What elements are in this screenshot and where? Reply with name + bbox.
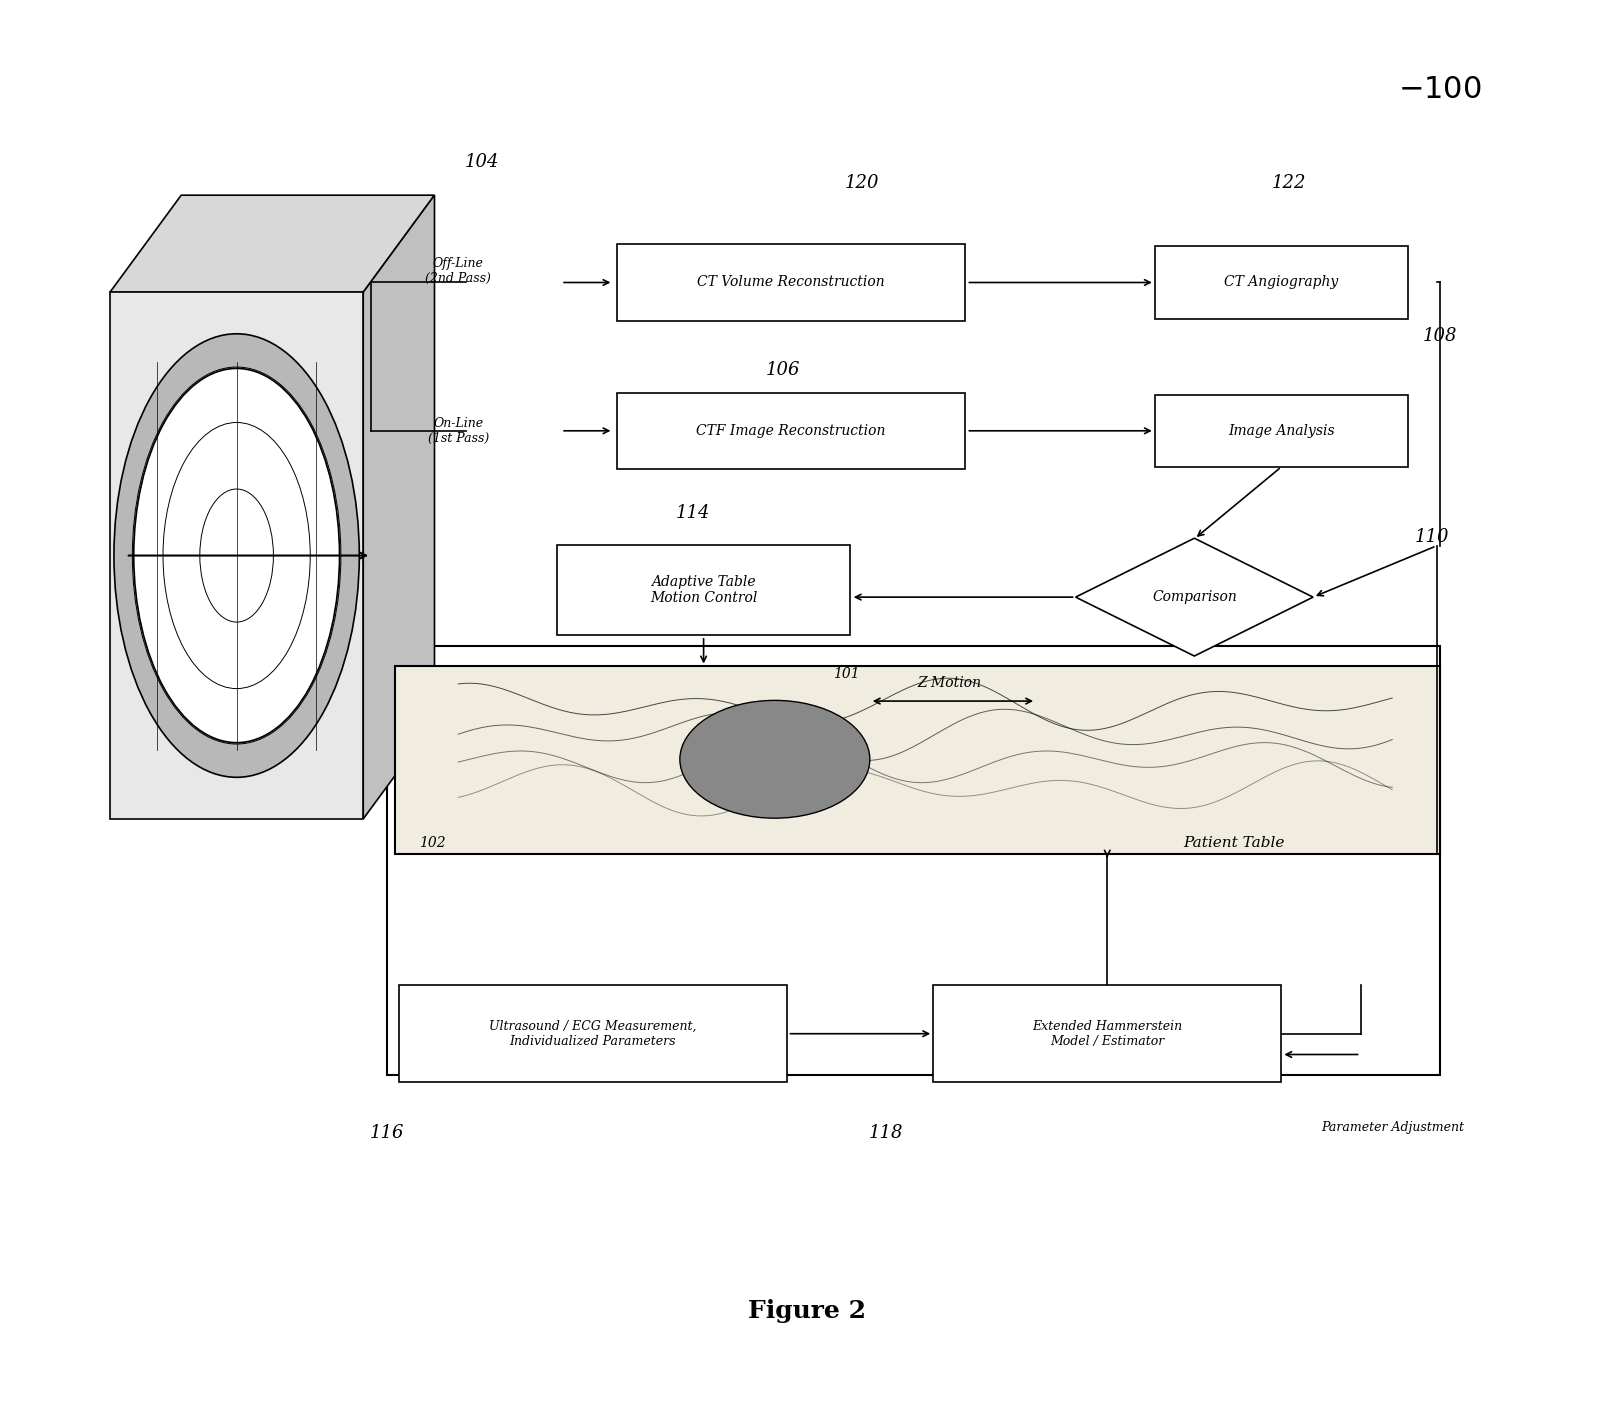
FancyBboxPatch shape xyxy=(395,667,1440,854)
Text: CT Volume Reconstruction: CT Volume Reconstruction xyxy=(697,276,884,289)
FancyBboxPatch shape xyxy=(398,986,787,1082)
FancyBboxPatch shape xyxy=(934,986,1281,1082)
Text: 116: 116 xyxy=(369,1124,405,1141)
Ellipse shape xyxy=(115,334,360,777)
Polygon shape xyxy=(110,195,434,292)
Text: Figure 2: Figure 2 xyxy=(747,1298,866,1323)
Text: Off-Line
(2nd Pass): Off-Line (2nd Pass) xyxy=(426,258,492,286)
Text: 118: 118 xyxy=(868,1124,903,1141)
Text: CT Angiography: CT Angiography xyxy=(1224,276,1339,289)
Text: 106: 106 xyxy=(766,361,800,379)
FancyBboxPatch shape xyxy=(556,545,850,636)
Text: 120: 120 xyxy=(845,174,879,193)
Text: Comparison: Comparison xyxy=(1152,590,1237,605)
Text: Parameter Adjustment: Parameter Adjustment xyxy=(1321,1120,1463,1134)
Text: 114: 114 xyxy=(676,504,710,523)
Text: $-100$: $-100$ xyxy=(1398,74,1482,105)
FancyBboxPatch shape xyxy=(616,392,965,469)
Text: 110: 110 xyxy=(1415,528,1448,545)
Polygon shape xyxy=(363,195,434,818)
Text: Adaptive Table
Motion Control: Adaptive Table Motion Control xyxy=(650,575,756,605)
Text: CTF Image Reconstruction: CTF Image Reconstruction xyxy=(695,423,886,438)
Polygon shape xyxy=(110,292,363,818)
Text: On-Line
(1st Pass): On-Line (1st Pass) xyxy=(427,416,489,445)
Text: 122: 122 xyxy=(1273,174,1307,193)
Text: Ultrasound / ECG Measurement,
Individualized Parameters: Ultrasound / ECG Measurement, Individual… xyxy=(489,1020,697,1048)
Text: 101: 101 xyxy=(832,667,860,681)
FancyBboxPatch shape xyxy=(1155,395,1408,467)
Text: 102: 102 xyxy=(419,835,445,850)
Text: 104: 104 xyxy=(465,153,500,171)
Polygon shape xyxy=(1076,538,1313,656)
Ellipse shape xyxy=(134,368,339,742)
Text: Z Motion: Z Motion xyxy=(916,677,981,690)
Text: 108: 108 xyxy=(1423,327,1457,344)
FancyBboxPatch shape xyxy=(616,245,965,320)
Text: Extended Hammerstein
Model / Estimator: Extended Hammerstein Model / Estimator xyxy=(1032,1020,1182,1048)
Text: Multi-Slice/Cone-Beam CT: Multi-Slice/Cone-Beam CT xyxy=(190,472,203,640)
Text: Image Analysis: Image Analysis xyxy=(1227,423,1334,438)
Text: Patient Table: Patient Table xyxy=(1184,835,1284,850)
FancyBboxPatch shape xyxy=(1155,246,1408,319)
Ellipse shape xyxy=(679,701,869,818)
